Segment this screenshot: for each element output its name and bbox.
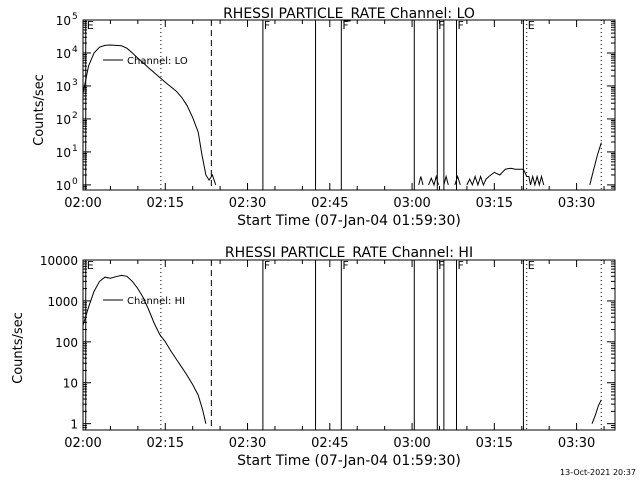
lo-y-tick-label: 10 — [56, 47, 71, 61]
hi-channel-panel: RHESSI PARTICLE_RATE Channel: HI Start T… — [11, 245, 616, 469]
hi-y-tick-label: 10 — [63, 377, 78, 391]
lo-flag-label: F — [438, 19, 444, 32]
lo-x-tick-label: 03:15 — [476, 196, 513, 211]
lo-x-tick-label: 02:30 — [229, 196, 266, 211]
lo-y-tick-label: 10 — [56, 80, 71, 94]
lo-legend-label: Channel: LO — [127, 56, 188, 67]
lo-series-line — [82, 44, 217, 186]
lo-y-tick-label: 10 — [56, 179, 71, 193]
hi-flag-label: F — [438, 259, 444, 272]
lo-flag-label: E — [87, 19, 94, 32]
lo-flag-label: F — [264, 19, 270, 32]
hi-y-tick-label: 1000 — [47, 295, 78, 309]
lo-y-tick-label: 10 — [56, 146, 71, 160]
hi-x-tick-label: 02:45 — [311, 436, 348, 451]
lo-flag-label: F — [342, 19, 348, 32]
hi-y-axis-label: Counts/sec — [11, 312, 26, 384]
hi-legend-label: Channel: HI — [127, 296, 185, 307]
lo-flag-label: F — [457, 19, 463, 32]
hi-y-tick-label: 10000 — [40, 254, 78, 268]
hi-x-tick-label: 02:30 — [229, 436, 266, 451]
lo-series-line — [589, 142, 602, 186]
hi-flag-label: F — [264, 259, 270, 272]
lo-y-tick-label: 10 — [56, 113, 71, 127]
lo-x-tick-label: 02:15 — [147, 196, 184, 211]
lo-series-line — [466, 167, 545, 187]
hi-x-tick-label: 02:00 — [64, 436, 101, 451]
hi-x-axis-label: Start Time (07-Jan-04 01:59:30) — [237, 453, 461, 469]
hi-y-tick-label: 100 — [55, 336, 78, 350]
hi-flag-label: E — [87, 259, 94, 272]
lo-x-tick-label: 02:00 — [64, 196, 101, 211]
lo-x-tick-label: 02:45 — [311, 196, 348, 211]
lo-y-tick-exponent: 1 — [72, 144, 78, 154]
hi-flag-label: F — [342, 259, 348, 272]
footer-timestamp: 13-Oct-2021 20:37 — [560, 468, 636, 477]
lo-panel-title: RHESSI PARTICLE_RATE Channel: LO — [223, 6, 475, 22]
hi-x-tick-label: 03:15 — [476, 436, 513, 451]
hi-flag-label: F — [457, 259, 463, 272]
hi-flag-label: E — [528, 259, 535, 272]
hi-plot-frame — [82, 259, 616, 431]
lo-flag-label: E — [528, 19, 535, 32]
lo-y-tick-exponent: 0 — [72, 177, 78, 187]
lo-y-tick-exponent: 3 — [72, 78, 78, 88]
lo-x-tick-label: 03:30 — [558, 196, 595, 211]
hi-x-tick-label: 02:15 — [147, 436, 184, 451]
hi-series-line — [591, 399, 602, 424]
lo-plot-frame — [82, 19, 616, 191]
hi-x-tick-label: 03:00 — [393, 436, 430, 451]
hi-y-tick-label: 1 — [70, 418, 78, 432]
lo-series-line — [454, 174, 461, 186]
lo-series-line — [418, 176, 424, 186]
lo-x-tick-label: 03:00 — [393, 196, 430, 211]
lo-series-line — [443, 174, 449, 186]
lo-y-tick-exponent: 5 — [72, 12, 78, 22]
lo-series-line — [428, 174, 439, 187]
lo-y-tick-label: 10 — [56, 14, 71, 28]
hi-series-line — [82, 274, 207, 424]
lo-y-tick-exponent: 4 — [72, 45, 78, 55]
lo-channel-panel: RHESSI PARTICLE_RATE Channel: LO Start T… — [32, 6, 616, 229]
hi-x-tick-label: 03:30 — [558, 436, 595, 451]
lo-x-axis-label: Start Time (07-Jan-04 01:59:30) — [237, 213, 461, 229]
lo-y-tick-exponent: 2 — [72, 111, 78, 121]
hi-panel-title: RHESSI PARTICLE_RATE Channel: HI — [225, 245, 473, 261]
lo-y-axis-label: Counts/sec — [32, 74, 47, 146]
